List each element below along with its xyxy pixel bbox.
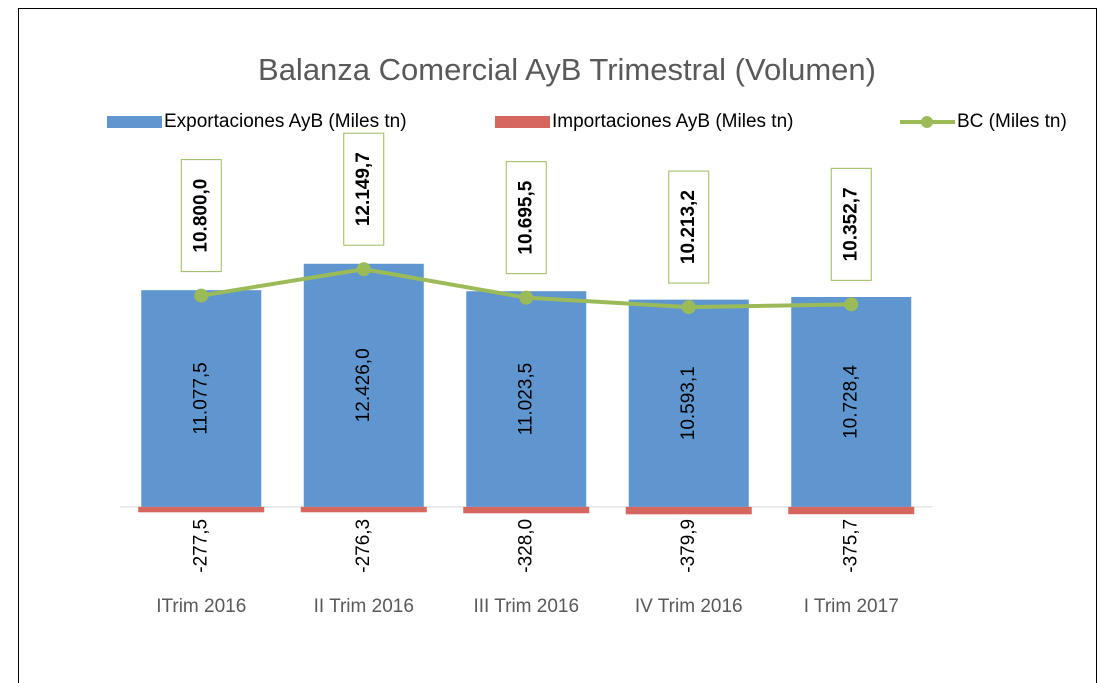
line-value-label: 12.149,7 — [353, 152, 374, 226]
legend-label: BC (Miles tn) — [957, 111, 1067, 132]
bar — [300, 506, 427, 513]
legend-swatch — [107, 116, 162, 128]
line-value-label: 10.800,0 — [190, 179, 211, 253]
chart-title: Balanza Comercial AyB Trimestral (Volume… — [258, 52, 876, 87]
x-tick-label: III Trim 2016 — [473, 596, 579, 617]
x-tick-label: IV Trim 2016 — [635, 596, 743, 617]
bar — [466, 291, 587, 507]
data-label-box — [180, 159, 222, 273]
bar — [628, 299, 749, 507]
data-label-box — [343, 132, 385, 246]
bar-value-label: 10.593,1 — [678, 366, 699, 440]
data-label-box — [505, 161, 547, 275]
line-marker — [194, 288, 209, 303]
bar-value-label: 12.426,0 — [353, 348, 374, 422]
bar-value-label: -277,5 — [190, 519, 211, 573]
line-marker — [844, 297, 859, 312]
line-marker — [356, 262, 371, 277]
bar — [791, 297, 912, 507]
bar — [141, 290, 262, 507]
legend-label: Importaciones AyB (Miles tn) — [552, 111, 793, 132]
x-tick-label: II Trim 2016 — [314, 596, 414, 617]
legend-label: Exportaciones AyB (Miles tn) — [164, 111, 407, 132]
data-label-box — [668, 170, 710, 284]
line-value-label: 10.695,5 — [515, 180, 536, 254]
bar-value-label: 10.728,4 — [840, 365, 861, 439]
line-marker — [519, 290, 534, 305]
line-marker — [681, 300, 696, 315]
x-tick-label: ITrim 2016 — [156, 596, 246, 617]
bar-value-label: -276,3 — [353, 519, 374, 573]
bar-value-label: -379,9 — [678, 519, 699, 573]
bar — [463, 506, 590, 514]
bar-value-label: -328,0 — [515, 519, 536, 573]
bar — [303, 263, 424, 507]
bar-value-label: 11.023,5 — [515, 363, 536, 436]
x-tick-label: I Trim 2017 — [804, 596, 899, 617]
bar — [788, 506, 915, 515]
line-value-label: 10.352,7 — [840, 187, 861, 261]
bar — [625, 506, 752, 515]
line-value-label: 10.213,2 — [678, 190, 699, 264]
bar-value-label: 11.077,5 — [190, 362, 211, 435]
data-label-box — [830, 167, 872, 281]
bar-value-label: -375,7 — [840, 519, 861, 573]
bar — [138, 506, 265, 513]
legend-marker — [921, 116, 933, 128]
legend-swatch — [495, 116, 550, 128]
